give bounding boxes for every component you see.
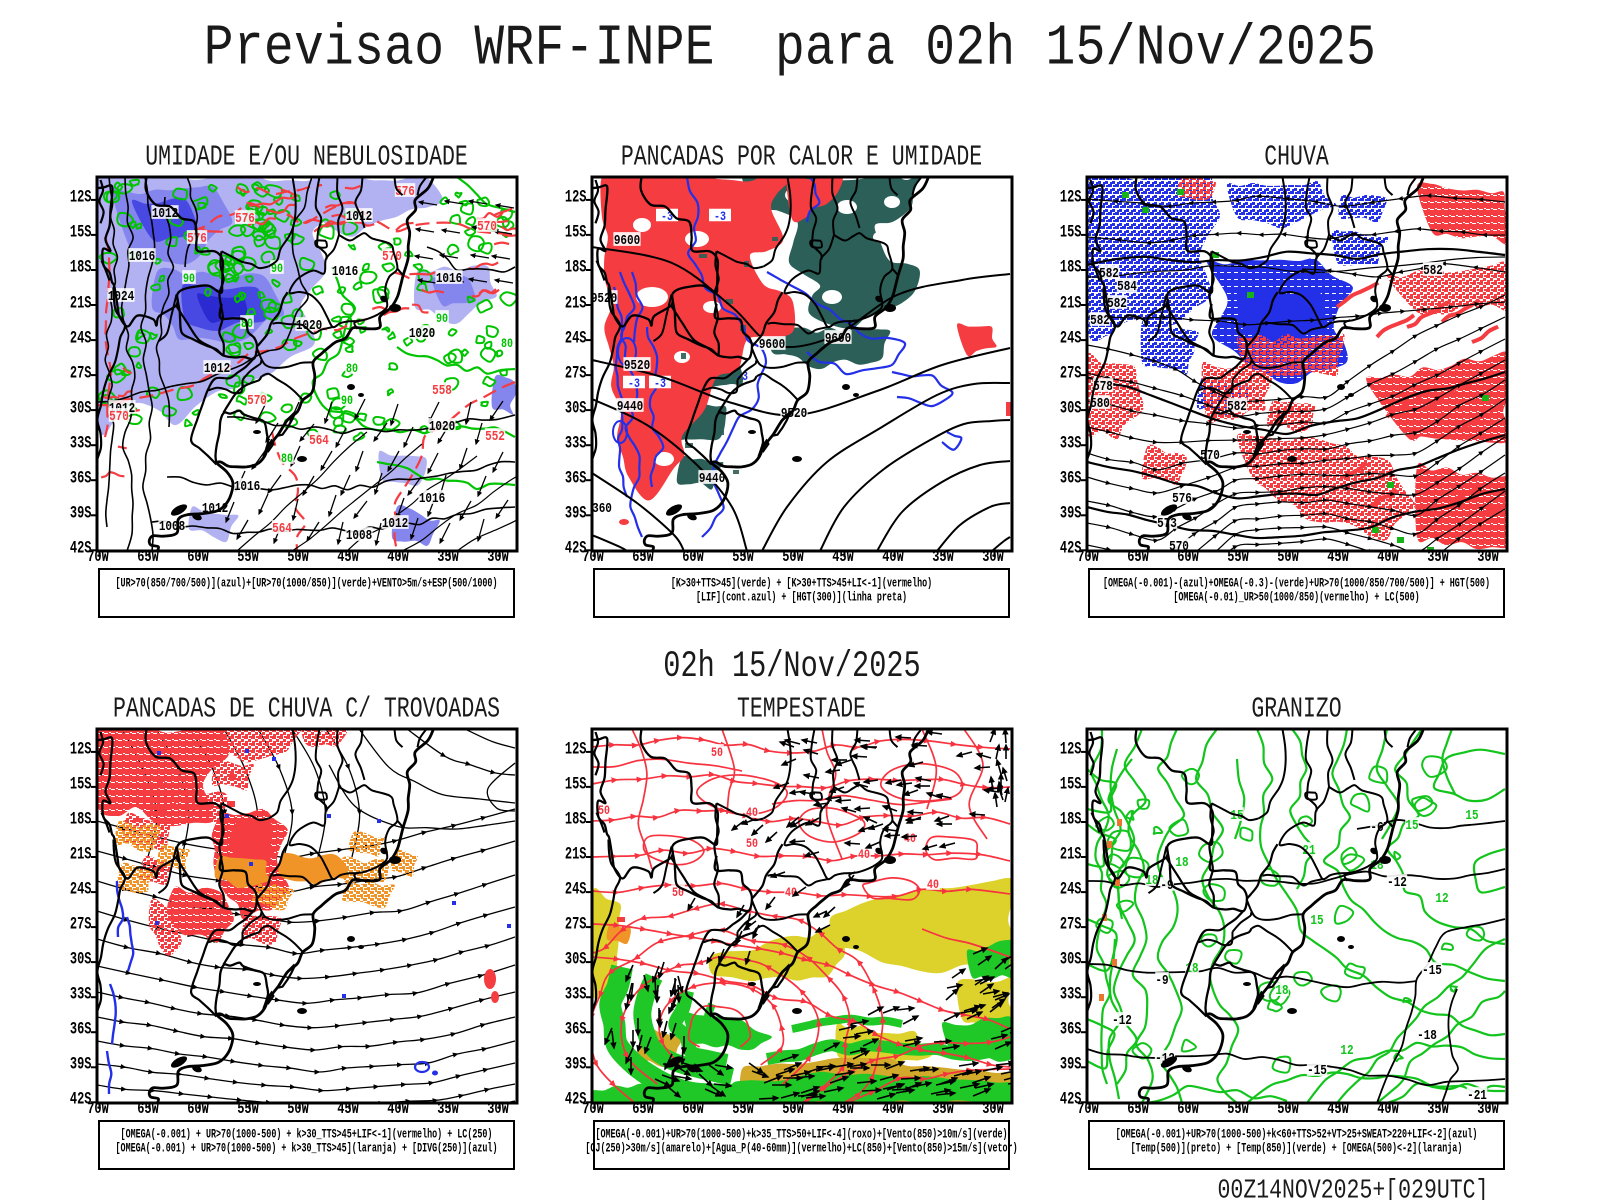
- svg-text:1008: 1008: [345, 528, 371, 543]
- svg-text:-3: -3: [654, 378, 666, 391]
- svg-text:1012: 1012: [381, 516, 407, 531]
- svg-text:1008: 1008: [158, 519, 184, 534]
- svg-text:90: 90: [183, 273, 195, 286]
- svg-text:580: 580: [1090, 396, 1110, 411]
- svg-text:-3: -3: [628, 378, 640, 391]
- svg-text:90: 90: [436, 313, 448, 326]
- svg-text:570: 570: [382, 249, 402, 264]
- svg-text:-15: -15: [1307, 1062, 1327, 1077]
- svg-text:21: 21: [1302, 842, 1315, 857]
- svg-text:15: 15: [1405, 817, 1418, 832]
- svg-text:1016: 1016: [418, 491, 444, 506]
- svg-text:360: 360: [592, 501, 612, 516]
- svg-text:576: 576: [395, 184, 415, 199]
- svg-text:1016: 1016: [233, 479, 259, 494]
- svg-text:40: 40: [858, 849, 870, 862]
- svg-text:582: 582: [1227, 399, 1247, 414]
- svg-text:582: 582: [1423, 263, 1443, 278]
- svg-text:-21: -21: [1467, 1087, 1487, 1102]
- svg-text:50: 50: [598, 805, 610, 818]
- svg-text:9600: 9600: [758, 337, 784, 352]
- svg-text:-9: -9: [1155, 972, 1168, 987]
- svg-text:576: 576: [1172, 491, 1192, 506]
- svg-text:1016: 1016: [331, 264, 357, 279]
- svg-text:-3: -3: [661, 211, 673, 224]
- svg-text:1012: 1012: [345, 209, 371, 224]
- svg-text:564: 564: [309, 433, 329, 448]
- svg-text:1016: 1016: [128, 249, 154, 264]
- svg-text:12: 12: [1435, 890, 1448, 905]
- svg-text:50: 50: [711, 747, 723, 760]
- svg-text:50: 50: [746, 838, 758, 851]
- svg-text:18: 18: [1145, 872, 1158, 887]
- svg-text:564: 564: [272, 521, 292, 536]
- svg-text:18: 18: [1275, 982, 1288, 997]
- svg-text:582: 582: [1090, 313, 1110, 328]
- svg-text:584: 584: [1117, 279, 1137, 294]
- svg-text:-3: -3: [714, 211, 726, 224]
- svg-text:1020: 1020: [408, 326, 434, 341]
- svg-text:582: 582: [1107, 296, 1127, 311]
- svg-text:-18: -18: [1417, 1027, 1437, 1042]
- svg-text:570: 570: [247, 393, 267, 408]
- svg-text:-6: -6: [1370, 819, 1383, 834]
- svg-text:-15: -15: [1422, 962, 1442, 977]
- svg-text:12: 12: [1340, 1042, 1353, 1057]
- svg-text:1016: 1016: [435, 271, 461, 286]
- svg-text:578: 578: [1093, 379, 1113, 394]
- svg-text:570: 570: [109, 409, 129, 424]
- svg-text:15: 15: [1465, 807, 1478, 822]
- svg-text:80: 80: [346, 363, 358, 376]
- svg-text:552: 552: [485, 429, 505, 444]
- svg-text:-3: -3: [736, 371, 748, 384]
- svg-text:558: 558: [432, 383, 452, 398]
- svg-text:90: 90: [271, 263, 283, 276]
- svg-text:9600: 9600: [613, 233, 639, 248]
- svg-text:1012: 1012: [151, 206, 177, 221]
- svg-text:50: 50: [672, 887, 684, 900]
- svg-text:80: 80: [281, 453, 293, 466]
- svg-text:40: 40: [904, 833, 916, 846]
- svg-text:15: 15: [1310, 912, 1323, 927]
- svg-text:-12: -12: [1112, 1012, 1132, 1027]
- svg-text:570: 570: [477, 219, 497, 234]
- svg-text:9440: 9440: [616, 399, 642, 414]
- svg-text:576: 576: [235, 211, 255, 226]
- svg-text:570: 570: [1169, 539, 1189, 554]
- svg-text:1012: 1012: [203, 361, 229, 376]
- svg-text:1020: 1020: [295, 318, 321, 333]
- svg-text:1024: 1024: [107, 289, 134, 304]
- svg-text:80: 80: [501, 338, 513, 351]
- svg-text:9520: 9520: [623, 358, 649, 373]
- svg-text:1020: 1020: [428, 419, 454, 434]
- svg-text:40: 40: [927, 879, 939, 892]
- svg-text:18: 18: [1175, 854, 1188, 869]
- svg-text:-12: -12: [1387, 874, 1407, 889]
- svg-text:90: 90: [341, 395, 353, 408]
- svg-text:582: 582: [1099, 266, 1119, 281]
- svg-text:9440: 9440: [698, 471, 724, 486]
